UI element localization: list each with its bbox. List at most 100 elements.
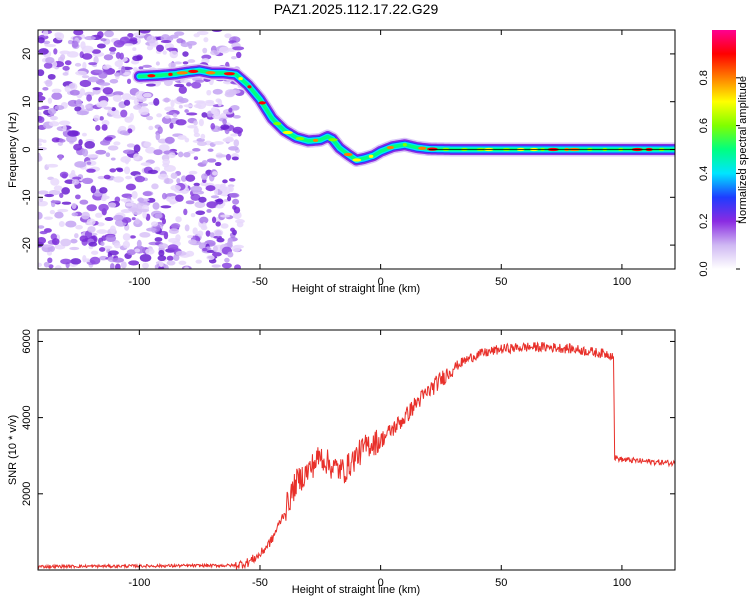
noise-blob [162, 97, 171, 103]
noise-blob [39, 230, 48, 235]
noise-blob [190, 185, 203, 193]
colorbar: 0.0 0.2 0.4 0.6 0.8 Normalized spectral ampl… [698, 30, 749, 277]
noise-blob [53, 185, 63, 192]
noise-blob [186, 112, 198, 116]
x-tick-label: 0 [378, 276, 384, 288]
noise-blob [115, 51, 121, 59]
noise-blob [132, 55, 142, 62]
y-tick-label: 2000 [21, 482, 33, 506]
noise-blob [73, 143, 83, 151]
noise-blob [70, 169, 76, 176]
noise-blob [159, 261, 164, 268]
noise-blob [72, 176, 82, 180]
noise-blob [166, 255, 174, 261]
noise-blob [109, 263, 115, 269]
noise-blob [228, 107, 233, 113]
noise-blob [228, 185, 234, 192]
y-tick-label: 4000 [21, 405, 33, 429]
noise-blob [45, 44, 56, 48]
noise-blob [45, 57, 55, 64]
noise-blob [193, 33, 200, 38]
noise-blob [164, 106, 175, 112]
noise-blob [170, 99, 175, 108]
noise-blob [114, 60, 123, 68]
noise-blob [64, 60, 72, 66]
noise-blob [60, 238, 72, 247]
noise-blob [43, 261, 50, 268]
noise-blob [61, 187, 70, 195]
noise-blob [200, 133, 206, 140]
noise-blob [209, 232, 215, 238]
noise-blob [169, 50, 179, 59]
ridge-peak [188, 69, 199, 73]
noise-blob [122, 240, 131, 249]
noise-blob [222, 80, 233, 85]
noise-blob [156, 44, 164, 52]
spectrogram-ylabel: Frequency (Hz) [7, 112, 19, 188]
noise-blob [172, 113, 178, 118]
colorbar-tick-label: 0.2 [698, 214, 710, 229]
noise-blob [201, 112, 208, 118]
noise-blob [107, 250, 119, 256]
ridge-peak [205, 71, 216, 75]
noise-blob [201, 160, 208, 165]
noise-blob [202, 222, 207, 229]
noise-blob [194, 100, 206, 104]
noise-blob [51, 88, 62, 93]
noise-blob [66, 134, 77, 143]
noise-blob [112, 114, 123, 119]
noise-blob [39, 196, 44, 203]
noise-blob [152, 202, 160, 210]
noise-blob [122, 149, 135, 154]
noise-blob [187, 59, 196, 63]
noise-blob [142, 262, 149, 269]
noise-blob [54, 244, 66, 250]
noise-blob [97, 175, 106, 180]
noise-blob [67, 130, 79, 137]
noise-blob [122, 72, 132, 76]
figure-title: PAZ1.2025.112.17.22.G29 [274, 1, 439, 17]
noise-blob [182, 61, 189, 65]
colorbar-tick-label: 0.0 [698, 261, 710, 276]
colorbar-gradient [712, 30, 736, 269]
noise-blob [175, 194, 184, 202]
noise-blob [178, 104, 183, 109]
noise-blob [75, 194, 81, 200]
snr-frame [37, 329, 676, 571]
noise-blob [82, 148, 89, 157]
noise-blob [71, 212, 79, 217]
x-tick-label: 50 [495, 276, 507, 288]
noise-blob [227, 240, 233, 248]
noise-blob [212, 245, 218, 252]
noise-blob [154, 213, 163, 219]
noise-blob [145, 248, 155, 255]
noise-blob [183, 208, 188, 216]
noise-blob [184, 224, 190, 232]
noise-blob [38, 91, 43, 97]
noise-blob [232, 126, 244, 134]
noise-blob [158, 144, 170, 152]
noise-blob [108, 202, 117, 208]
noise-blob [84, 91, 95, 97]
noise-blob [71, 179, 80, 185]
ridge-peak [258, 101, 266, 105]
noise-blob [84, 104, 91, 109]
noise-blob [169, 34, 179, 39]
noise-blob [138, 107, 150, 116]
noise-blob [99, 116, 104, 121]
noise-blob [60, 258, 72, 265]
noise-blob [53, 48, 58, 55]
noise-blob [211, 30, 223, 33]
noise-blob [114, 72, 121, 77]
noise-blob [230, 105, 240, 111]
noise-blob [156, 113, 163, 118]
noise-blob [167, 244, 179, 251]
noise-blob [229, 192, 240, 198]
noise-blob [126, 143, 136, 148]
noise-blob [169, 200, 176, 205]
noise-blob [58, 139, 66, 143]
noise-blob [89, 256, 101, 265]
noise-blob [133, 153, 140, 161]
noise-blob [47, 73, 56, 80]
noise-blob [98, 247, 106, 252]
